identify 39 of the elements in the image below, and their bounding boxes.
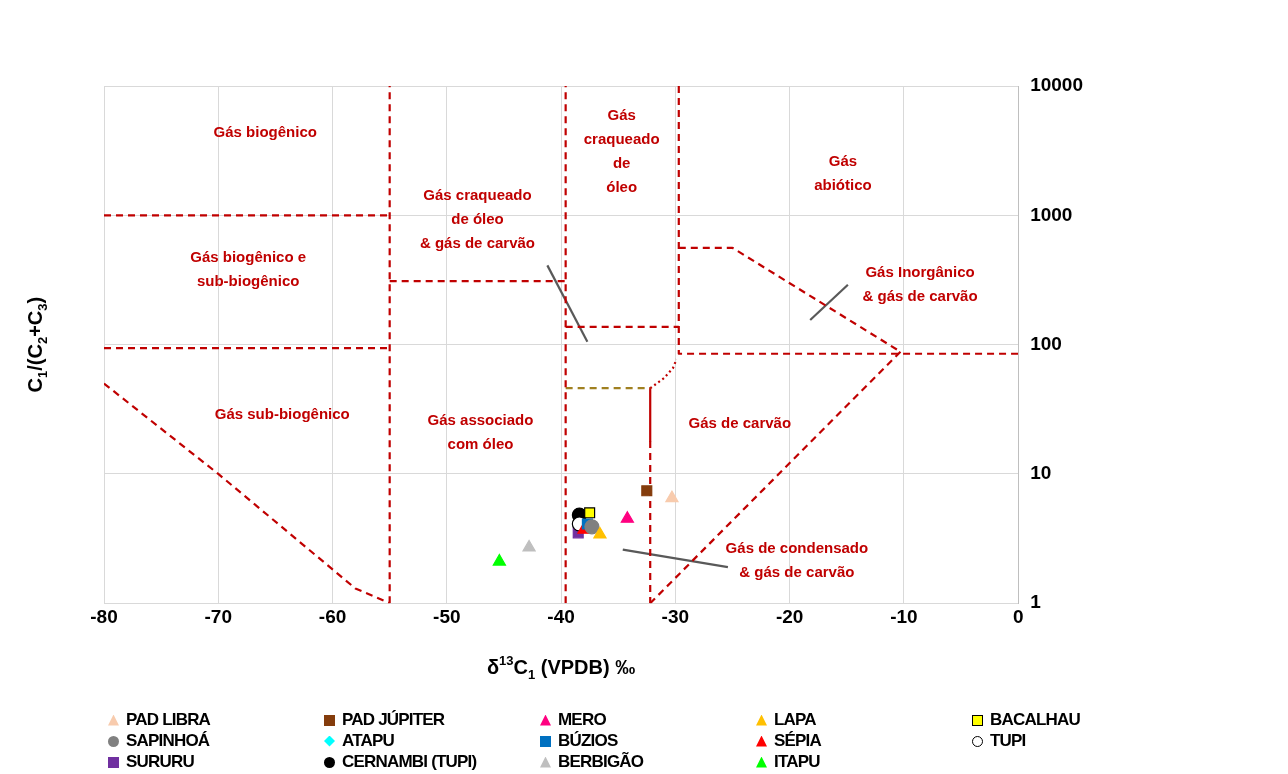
legend-label: MERO — [558, 710, 606, 730]
y-axis-title: C1/(C2+C3) — [23, 296, 50, 393]
x-tick-label: -80 — [90, 605, 118, 627]
x-tick-label: -60 — [318, 605, 347, 627]
legend-label: BACALHAU — [990, 710, 1080, 730]
legend-label: CERNAMBI (TUPI) — [342, 752, 477, 772]
annotation: Gás craqueado de óleo — [583, 106, 660, 196]
legend-label: SAPINHOÁ — [126, 731, 210, 751]
legend-label: ATAPU — [342, 731, 395, 751]
annotation: Gás abiótico — [814, 152, 872, 194]
annotation: Gás de condensado & gás de carvão — [725, 539, 869, 581]
y-tick-label: 10 — [1030, 462, 1052, 484]
x-tick-label: -10 — [890, 605, 918, 627]
legend-label: PAD JÚPITER — [342, 710, 445, 730]
legend-label: SÉPIA — [774, 731, 822, 751]
annotation: Gás biogênico — [213, 123, 317, 141]
x-tick-label: -50 — [433, 605, 461, 627]
annotation: Gás sub-biogênico — [214, 405, 350, 423]
y-tick-label: 1 — [1030, 591, 1042, 613]
x-tick-label: -40 — [547, 605, 575, 627]
legend-label: TUPI — [990, 731, 1026, 751]
x-tick-label: -30 — [661, 605, 690, 627]
x-tick-label: -20 — [775, 605, 804, 627]
y-tick-label: 1000 — [1030, 203, 1073, 225]
legend-label: BÚZIOS — [558, 731, 618, 751]
legend-label: SURURU — [126, 752, 194, 772]
x-tick-label: 0 — [1012, 605, 1024, 627]
legend-label: BERBIGÃO — [558, 752, 644, 772]
annotation: Gás associado com óleo — [427, 411, 534, 453]
annotation: Gás biogênico e sub-biogênico — [190, 248, 307, 290]
legend-label: PAD LIBRA — [126, 710, 211, 730]
y-tick-label: 100 — [1030, 332, 1062, 354]
annotation: Gás craqueado de óleo & gás de carvão — [419, 186, 536, 252]
y-tick-label: 10000 — [1030, 74, 1084, 96]
annotation: Gás de carvão — [688, 414, 792, 432]
legend-label: ITAPU — [774, 752, 820, 772]
annotation: Gás Inorgânico & gás de carvão — [862, 263, 978, 305]
legend-label: LAPA — [774, 710, 816, 730]
x-tick-label: -70 — [204, 605, 233, 627]
